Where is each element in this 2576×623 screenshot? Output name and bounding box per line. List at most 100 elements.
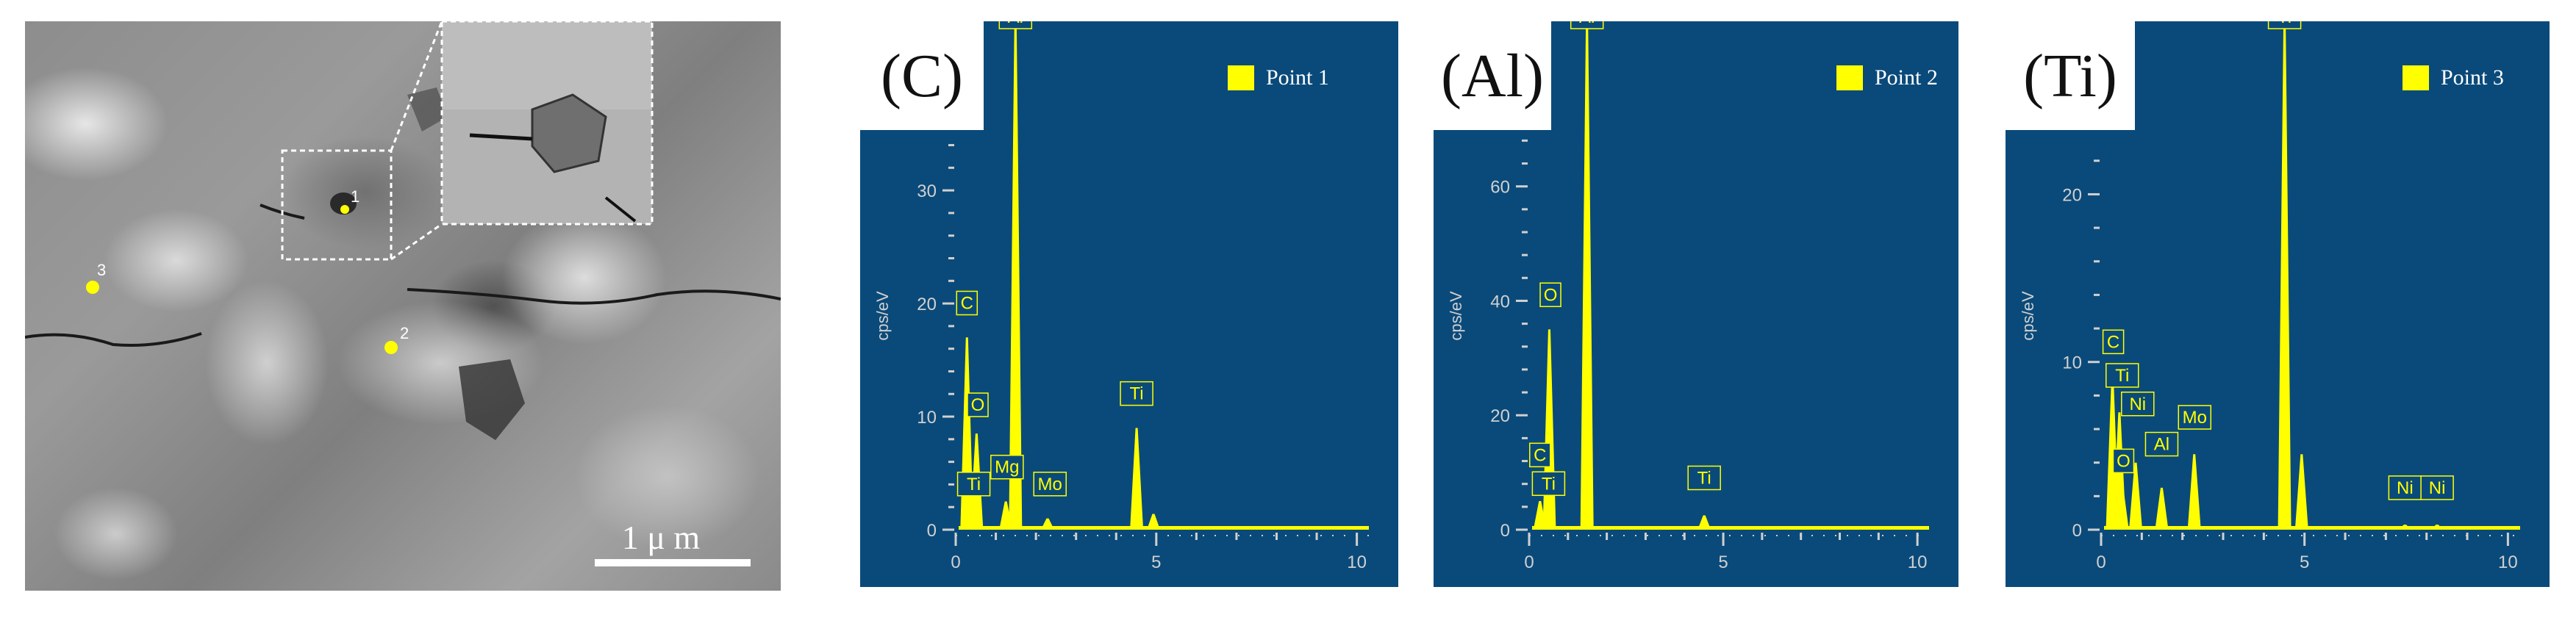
peak-label-text: Mo <box>1038 475 1062 494</box>
peak-label-c: C <box>956 290 978 316</box>
peak-label-box <box>967 392 989 417</box>
x-tick-label: 5 <box>1151 552 1161 572</box>
y-axis: 0 20 40 60 cps/eV <box>1447 48 1528 541</box>
legend-swatch <box>1228 65 1254 90</box>
peak-label-text: O <box>2117 451 2130 471</box>
peak-label-box <box>2144 431 2179 457</box>
y-axis: 0 10 20 cps/eV <box>2019 59 2100 541</box>
peak-label-text: Ti <box>2278 21 2291 27</box>
peak-label-text: Ti <box>2115 366 2129 386</box>
peak-labels: CTiNiOAlMoTiNiNi <box>2102 21 2454 500</box>
peak-label-ti: Ti <box>1687 465 1721 491</box>
peak-label-o: O <box>2112 448 2135 474</box>
spectrum-peak <box>2155 487 2169 530</box>
peak-label-c: C <box>1529 442 1551 468</box>
crack-right <box>407 288 781 305</box>
peak-label-box <box>990 454 1024 480</box>
peak-label-al: Al <box>1570 21 1604 29</box>
peak-label-box <box>956 472 991 497</box>
legend-text: Point 2 <box>1875 65 1938 90</box>
spectrum-peak <box>1542 329 1556 530</box>
y-tick-label: 10 <box>917 408 937 428</box>
peak-labels: C O Ti Mg Al Mo Ti <box>956 21 1153 497</box>
peak-label-ni: Ni <box>2420 475 2454 500</box>
peak-label-al: Al <box>2144 431 2179 457</box>
y-axis-label: cps/eV <box>873 291 892 341</box>
peak-label-box <box>2105 363 2139 388</box>
x-axis: 0 5 10 <box>1524 533 1929 572</box>
spectrum-peak <box>1040 518 1054 530</box>
x-tick-label: 0 <box>2096 552 2105 572</box>
inset-light <box>442 21 652 109</box>
peak-label-box <box>2420 475 2454 500</box>
peak-label-ti: Ti <box>2267 21 2302 29</box>
spectrum-peak <box>2187 454 2201 530</box>
legend-swatch <box>1836 65 1863 90</box>
peak-label-box <box>2121 392 2155 417</box>
peak-label-box <box>1687 465 1721 491</box>
peak-label-box <box>1570 21 1604 29</box>
dark-grain <box>459 359 525 440</box>
scale-bar <box>595 559 751 566</box>
spectrum-peak <box>2115 487 2129 530</box>
point-2-marker <box>384 341 398 354</box>
peak-label-text: Ti <box>967 475 981 494</box>
peak-label-ni: Ni <box>2121 392 2155 417</box>
peak-label-box <box>1531 471 1566 497</box>
x-tick-label: 0 <box>1524 552 1534 572</box>
peak-label-ti: Ti <box>2105 363 2139 388</box>
inset-crack <box>469 133 533 141</box>
peak-label-text: C <box>961 293 973 313</box>
peak-label-o: O <box>1539 282 1561 308</box>
peak-label-text: Mg <box>995 458 1019 478</box>
spectrum-baseline <box>959 526 1369 530</box>
peak-label-ti: Ti <box>1531 471 1566 497</box>
spectrum-peak <box>1009 21 1023 530</box>
y-tick-label: 20 <box>917 295 937 314</box>
y-tick-label: 20 <box>1490 406 1510 426</box>
panel-tag: (Ti) <box>2006 21 2135 130</box>
peak-label-text: Ni <box>2429 478 2446 498</box>
inset-crack-2 <box>604 196 637 223</box>
y-tick-label: 0 <box>1500 521 1510 541</box>
x-axis: 0 5 10 <box>951 533 1369 572</box>
legend-text: Point 1 <box>1266 65 1329 90</box>
selection-box <box>281 149 393 261</box>
legend-swatch <box>2403 65 2429 90</box>
peak-label-text: Ni <box>2397 478 2414 498</box>
spectrum-series <box>1532 21 1929 530</box>
sem-micrograph: 1 2 3 1 μ m <box>25 21 781 591</box>
spectrum-peak <box>1146 514 1160 530</box>
x-tick-label: 10 <box>2498 552 2518 572</box>
legend: Point 2 <box>1836 65 1938 90</box>
peak-label-ni: Ni <box>2388 475 2422 500</box>
point-3-marker <box>86 281 99 294</box>
y-tick-label: 0 <box>2072 521 2082 541</box>
y-tick-label: 10 <box>2062 353 2082 373</box>
x-tick-label: 10 <box>1347 552 1367 572</box>
dark-grain-top <box>407 87 448 132</box>
spectrum-peak <box>960 337 974 530</box>
peak-label-text: C <box>2107 332 2119 352</box>
peak-label-text: C <box>1534 445 1546 465</box>
zoom-line-top <box>390 21 443 151</box>
spectrum-peak <box>1130 428 1144 530</box>
peak-label-text: Al <box>1008 21 1023 27</box>
eds-spectrum-c: 0 10 20 30 cps/eV 0 5 10 C O Ti Mg Al Mo Ti <box>873 21 1369 572</box>
peak-label-box <box>2112 448 2135 474</box>
spectrum-peak <box>2278 21 2291 530</box>
panel-tag: (Al) <box>1434 21 1551 130</box>
peak-label-text: Ni <box>2129 395 2146 414</box>
y-axis: 0 10 20 30 cps/eV <box>873 53 954 541</box>
spectrum-peak <box>2129 462 2143 530</box>
spectrum-peak <box>1580 21 1594 530</box>
point-1-marker <box>340 205 349 214</box>
peak-label-box <box>1529 442 1551 468</box>
point-1-label: 1 <box>351 187 359 206</box>
inset-frame <box>440 21 654 226</box>
peak-label-box <box>2102 329 2125 355</box>
spectrum-series <box>959 21 1369 530</box>
peak-label-text: Al <box>2154 435 2169 455</box>
